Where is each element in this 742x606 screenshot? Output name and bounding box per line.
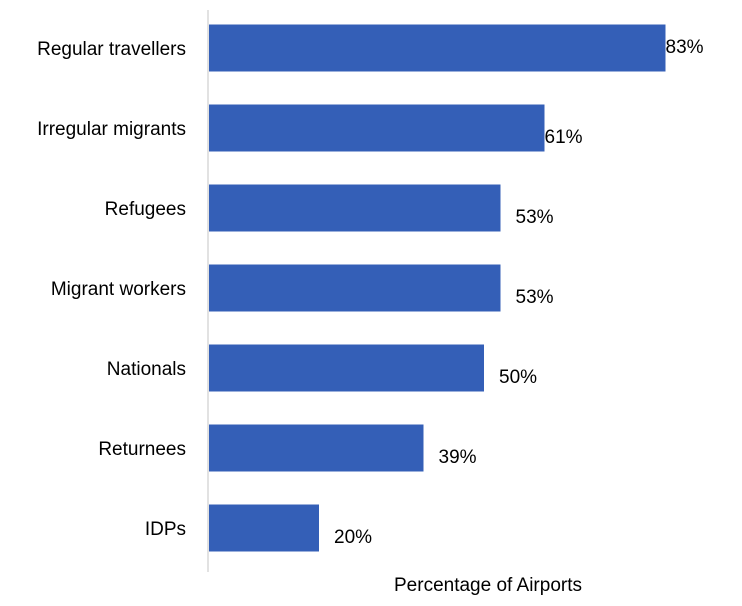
- category-label-migrant-workers: Migrant workers: [51, 279, 186, 300]
- value-label-irregular-migrants: 61%: [545, 127, 583, 148]
- value-label-nationals: 50%: [499, 367, 537, 388]
- bar-regular-travellers: [209, 24, 666, 72]
- value-label-idps: 20%: [334, 527, 372, 548]
- value-label-returnees: 39%: [439, 447, 477, 468]
- bar-nationals: [209, 344, 484, 392]
- bar-returnees: [209, 424, 424, 472]
- bar-irregular-migrants: [209, 104, 545, 152]
- value-label-migrant-workers: 53%: [516, 287, 554, 308]
- x-axis-title: Percentage of Airports: [394, 575, 582, 596]
- bar-migrant-workers: [209, 264, 501, 312]
- category-label-irregular-migrants: Irregular migrants: [37, 119, 186, 140]
- category-label-refugees: Refugees: [105, 199, 186, 220]
- value-label-regular-travellers: 83%: [666, 37, 704, 58]
- bars-layer: [209, 24, 666, 552]
- value-label-refugees: 53%: [516, 207, 554, 228]
- category-label-returnees: Returnees: [98, 439, 186, 460]
- bar-idps: [209, 504, 319, 552]
- bar-refugees: [209, 184, 501, 232]
- labels-layer: Regular travellers 83% Irregular migrants 6…: [37, 37, 704, 548]
- category-label-regular-travellers: Regular travellers: [37, 39, 186, 60]
- category-label-nationals: Nationals: [107, 359, 186, 380]
- category-label-idps: IDPs: [145, 519, 186, 540]
